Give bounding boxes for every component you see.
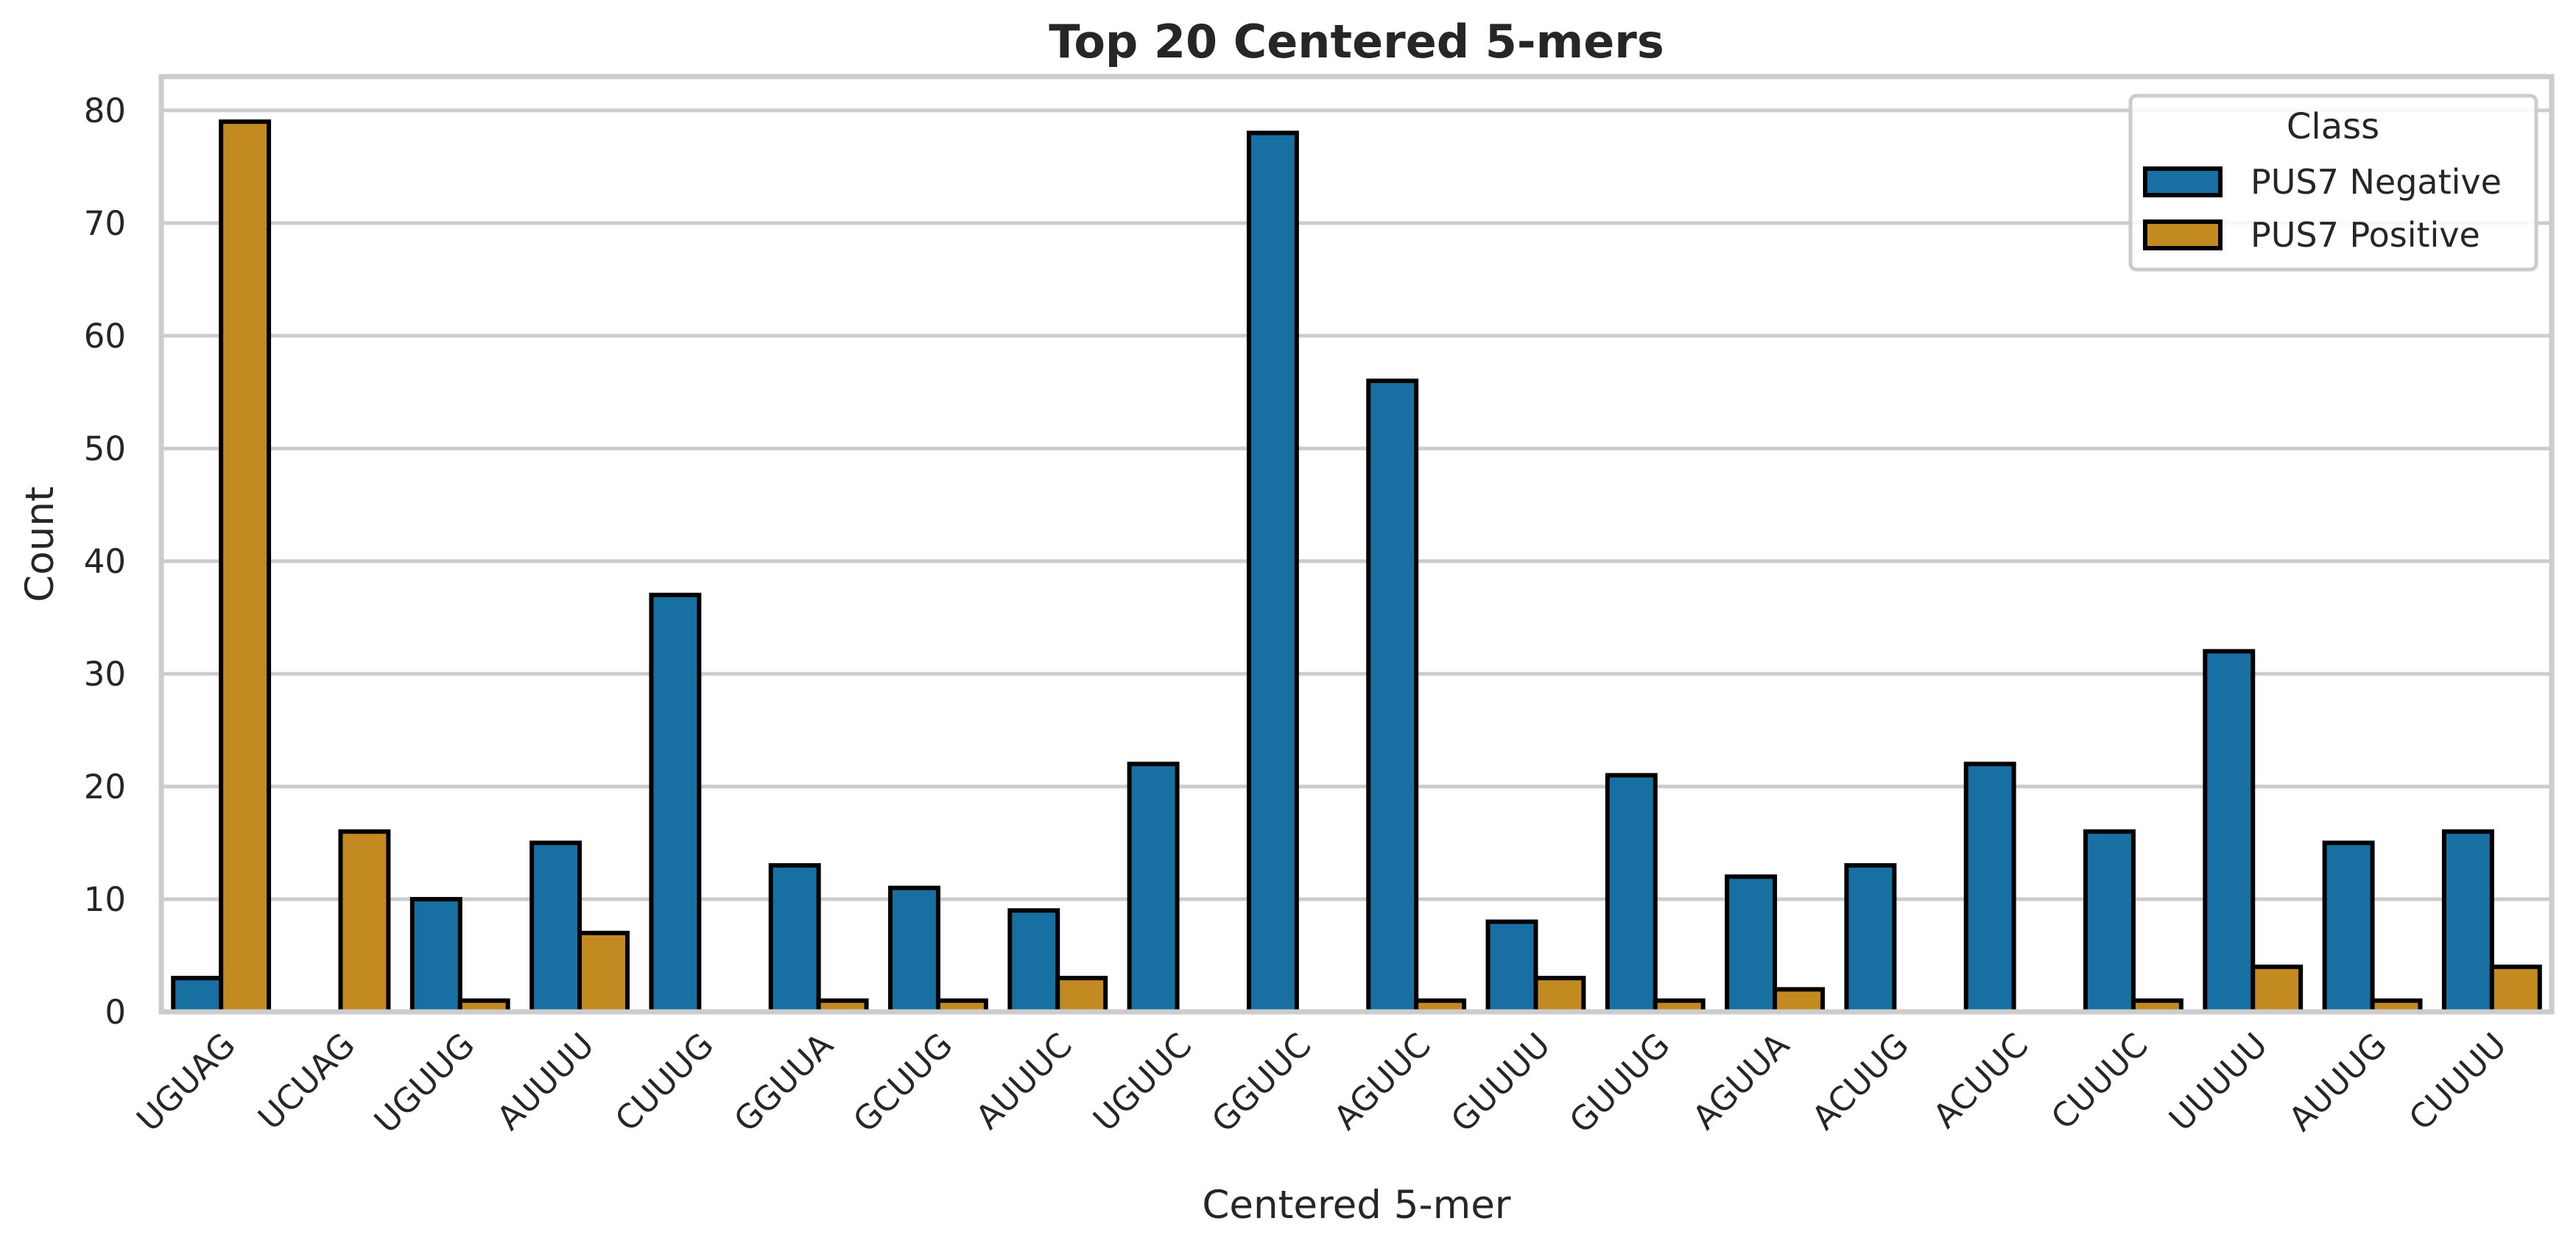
bar-aguuc-pus7-negative xyxy=(1366,379,1419,1014)
y-tick-labels: 0 10 20 30 40 50 60 70 80 xyxy=(84,91,126,1032)
bar-gguuc-pus7-negative xyxy=(1246,130,1299,1015)
x-tick-label: AGUUC xyxy=(1326,1025,1438,1137)
x-tick-label: CUUUU xyxy=(2401,1025,2514,1138)
y-tick-label: 0 xyxy=(105,993,126,1032)
x-tick-label: ACUUG xyxy=(1804,1025,1916,1137)
bar-auuug-pus7-negative xyxy=(2322,840,2375,1014)
bar-aguua-pus7-negative xyxy=(1725,874,1778,1014)
y-tick-label: 70 xyxy=(84,204,126,243)
bar-ucuag-pus7-positive xyxy=(338,829,391,1014)
x-tick-label: GUUUG xyxy=(1562,1025,1678,1141)
bar-uuuuu-pus7-negative xyxy=(2203,649,2256,1014)
x-tick-label: ACUUC xyxy=(1926,1025,2036,1136)
x-tick-label: UGUUC xyxy=(1085,1025,1199,1139)
bar-acuug-pus7-negative xyxy=(1844,863,1897,1015)
legend-swatch-pus7-negative xyxy=(2143,166,2223,197)
bar-guuuu-pus7-positive xyxy=(1533,976,1586,1015)
y-tick-label: 60 xyxy=(84,317,126,356)
bar-guuug-pus7-negative xyxy=(1605,773,1658,1014)
bar-auuuu-pus7-positive xyxy=(577,930,630,1015)
legend-box xyxy=(2128,94,2538,272)
bar-uguug-pus7-negative xyxy=(409,896,462,1014)
x-tick-label: AUUUC xyxy=(968,1025,1080,1136)
x-tick-label: UCUAG xyxy=(250,1025,362,1137)
bar-gcuug-pus7-negative xyxy=(888,885,940,1015)
x-tick-label: AUUUU xyxy=(489,1025,601,1137)
bar-uuuuu-pus7-positive xyxy=(2251,964,2304,1014)
bar-acuuc-pus7-negative xyxy=(1963,761,2016,1015)
x-tick-label: UUUUU xyxy=(2161,1025,2275,1139)
bar-uguag-pus7-negative xyxy=(171,976,224,1015)
plot-frame xyxy=(158,74,2555,1015)
y-tick-label: 40 xyxy=(84,542,126,581)
bars xyxy=(171,119,2542,1015)
y-tick-label: 20 xyxy=(84,767,126,806)
y-tick-label: 80 xyxy=(84,91,126,130)
x-tick-labels: UGUAG UCUAG UGUUG AUUUU CUUUG GGUUA GCUUG AUUUC… xyxy=(129,1025,2513,1141)
x-tick-label: CUUUG xyxy=(608,1025,721,1139)
x-tick-label: GCUUG xyxy=(845,1025,960,1140)
y-tick-label: 50 xyxy=(84,429,126,468)
bar-cuuug-pus7-negative xyxy=(649,592,702,1014)
bar-cuuuu-pus7-negative xyxy=(2441,829,2494,1014)
bar-uguag-pus7-positive xyxy=(219,119,272,1014)
x-axis-label: Centered 5-mer xyxy=(1202,1183,1510,1228)
bar-auuuc-pus7-negative xyxy=(1007,908,1060,1015)
legend-label-pus7-negative: PUS7 Negative xyxy=(2251,162,2502,202)
chart-title: Top 20 Centered 5-mers xyxy=(1049,15,1664,68)
legend: Class PUS7 Negative PUS7 Positive xyxy=(2128,94,2538,272)
bar-uguuc-pus7-negative xyxy=(1127,761,1180,1015)
legend-swatch-pus7-positive xyxy=(2143,219,2223,250)
x-tick-label: GGUUA xyxy=(726,1025,840,1139)
x-tick-label: AUUUG xyxy=(2281,1025,2395,1139)
y-tick-label: 30 xyxy=(84,655,126,694)
x-tick-label: UGUUG xyxy=(367,1025,482,1141)
bar-auuuc-pus7-positive xyxy=(1055,976,1108,1015)
bar-cuuuu-pus7-positive xyxy=(2489,964,2542,1014)
x-tick-label: UGUAG xyxy=(129,1025,243,1139)
y-tick-label: 10 xyxy=(84,880,126,919)
x-tick-label: GUUUU xyxy=(1443,1025,1558,1139)
bar-cuuuc-pus7-negative xyxy=(2083,829,2136,1014)
legend-label-pus7-positive: PUS7 Positive xyxy=(2251,215,2480,255)
x-tick-label: AGUUA xyxy=(1685,1025,1797,1137)
x-tick-label: GGUUC xyxy=(1204,1025,1319,1140)
bar-gguua-pus7-negative xyxy=(768,863,821,1015)
bar-aguua-pus7-positive xyxy=(1773,987,1825,1014)
y-axis-label: Count xyxy=(18,486,63,602)
x-tick-label: CUUUC xyxy=(2044,1025,2156,1137)
bar-auuuu-pus7-negative xyxy=(529,840,583,1014)
legend-title: Class xyxy=(2287,106,2379,147)
bar-guuuu-pus7-negative xyxy=(1485,919,1538,1014)
